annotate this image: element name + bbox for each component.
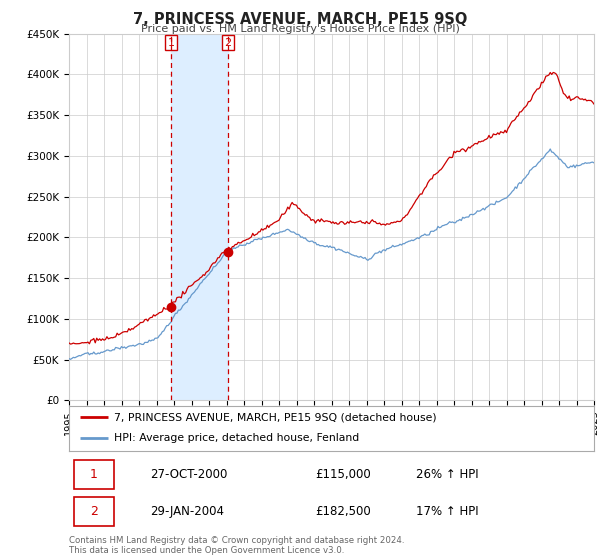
Text: 26% ↑ HPI: 26% ↑ HPI	[415, 468, 478, 481]
Bar	[171, 34, 228, 400]
Text: 29-JAN-2004: 29-JAN-2004	[151, 505, 224, 519]
Text: 2: 2	[224, 38, 232, 48]
Text: 7, PRINCESS AVENUE, MARCH, PE15 9SQ: 7, PRINCESS AVENUE, MARCH, PE15 9SQ	[133, 12, 467, 27]
Text: 1: 1	[90, 468, 98, 481]
Text: Contains HM Land Registry data © Crown copyright and database right 2024.: Contains HM Land Registry data © Crown c…	[69, 536, 404, 545]
Text: This data is licensed under the Open Government Licence v3.0.: This data is licensed under the Open Gov…	[69, 547, 344, 556]
Text: 2: 2	[90, 505, 98, 519]
Text: £182,500: £182,500	[316, 505, 371, 519]
Text: 7, PRINCESS AVENUE, MARCH, PE15 9SQ (detached house): 7, PRINCESS AVENUE, MARCH, PE15 9SQ (det…	[113, 412, 436, 422]
Text: £115,000: £115,000	[316, 468, 371, 481]
FancyBboxPatch shape	[74, 460, 113, 489]
FancyBboxPatch shape	[74, 497, 113, 526]
Text: 1: 1	[167, 38, 175, 48]
Text: 27-OCT-2000: 27-OCT-2000	[151, 468, 228, 481]
Text: Price paid vs. HM Land Registry's House Price Index (HPI): Price paid vs. HM Land Registry's House …	[140, 24, 460, 34]
Text: 17% ↑ HPI: 17% ↑ HPI	[415, 505, 478, 519]
Text: HPI: Average price, detached house, Fenland: HPI: Average price, detached house, Fenl…	[113, 433, 359, 444]
